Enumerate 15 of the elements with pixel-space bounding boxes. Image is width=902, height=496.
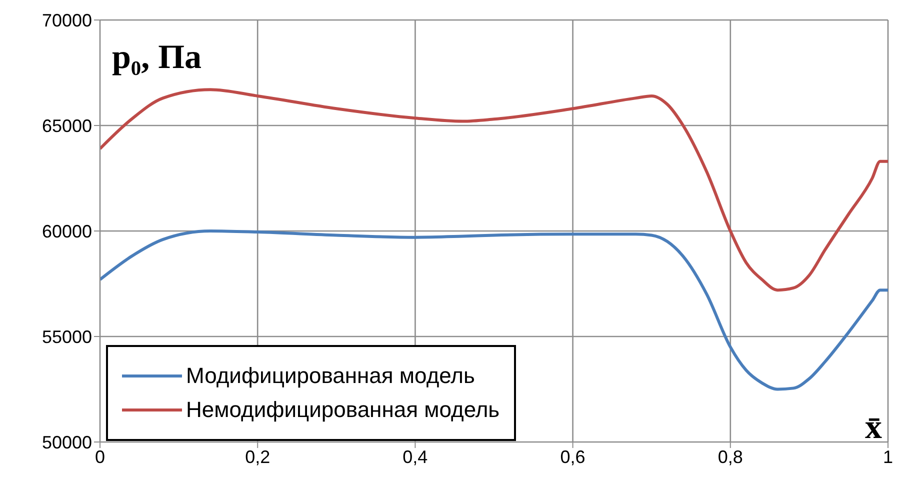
y-tick-label: 55000 [42,326,92,347]
x-tick-label: 0,4 [402,446,428,467]
y-tick-label: 70000 [42,10,92,30]
x-tick-label: 0,6 [560,446,586,467]
legend-label: Модифицированная модель [186,363,475,389]
legend-label: Немодифицированная модель [186,397,500,423]
x-tick-label: 0 [94,446,106,467]
x-tick-label: 0,8 [718,446,743,467]
y-tick-label: 65000 [42,116,92,136]
y-axis-title: p₀, Па [112,39,202,76]
y-tick-label: 60000 [42,221,92,242]
x-axis-title: x̄ [865,409,882,446]
y-tick-label: 50000 [42,432,92,452]
x-tick-label: 1 [882,446,894,467]
x-tick-label: 0,2 [245,446,270,467]
